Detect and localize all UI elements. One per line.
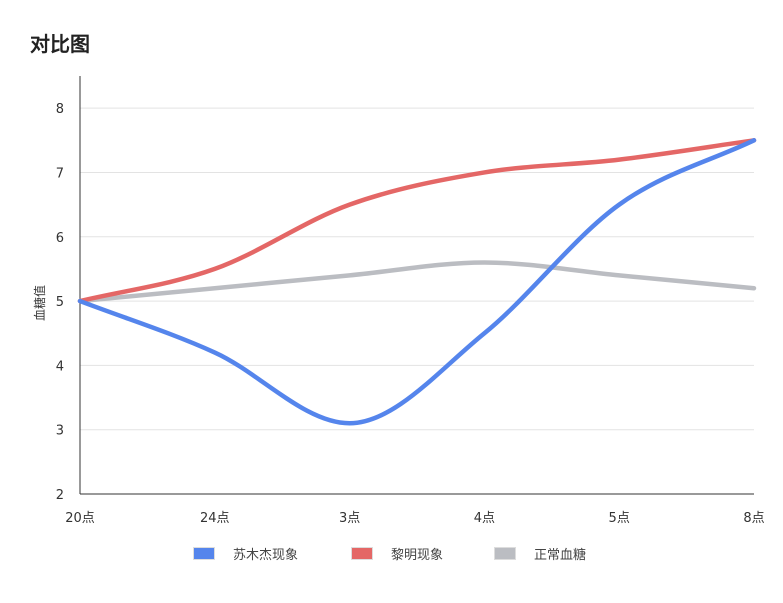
x-tick-label: 8点	[743, 511, 764, 526]
legend-swatch	[494, 546, 516, 560]
x-tick-label: 5点	[609, 511, 630, 526]
x-tick-label: 4点	[474, 511, 495, 526]
x-tick-label: 3点	[339, 511, 360, 526]
series-line-0	[77, 138, 757, 426]
chart-title: 对比图	[30, 32, 90, 56]
y-tick-label: 7	[56, 166, 64, 181]
y-tick-label: 5	[56, 295, 64, 310]
grid-lines	[80, 107, 754, 431]
y-tick-label: 2	[56, 488, 64, 503]
legend-label: 正常血糖	[534, 547, 587, 563]
series-line-2	[77, 260, 757, 304]
legend-item-2[interactable]: 正常血糖	[494, 543, 586, 563]
axis-labels: 2 3 4 5 6 7 8 20点 24点 3点 4点 5点 8点 血糖值	[32, 102, 765, 526]
legend-label: 黎明现象	[391, 547, 444, 563]
y-tick-label: 3	[56, 424, 64, 439]
y-tick-label: 4	[56, 359, 64, 374]
legend-label: 苏木杰现象	[233, 547, 299, 563]
x-tick-label: 24点	[200, 511, 230, 526]
legend-swatch	[351, 546, 373, 560]
axes	[79, 76, 754, 495]
y-axis-label: 血糖值	[32, 285, 47, 321]
y-tick-label: 6	[56, 231, 64, 246]
legend-item-1[interactable]: 黎明现象	[351, 543, 443, 563]
series-lines	[77, 138, 757, 426]
x-tick-label: 20点	[65, 511, 95, 526]
y-tick-label: 8	[56, 102, 64, 117]
legend-swatch	[193, 546, 215, 560]
legend-item-0[interactable]: 苏木杰现象	[193, 543, 298, 563]
legend: 苏木杰现象 黎明现象 正常血糖	[0, 543, 783, 565]
series-line-1	[77, 138, 757, 304]
